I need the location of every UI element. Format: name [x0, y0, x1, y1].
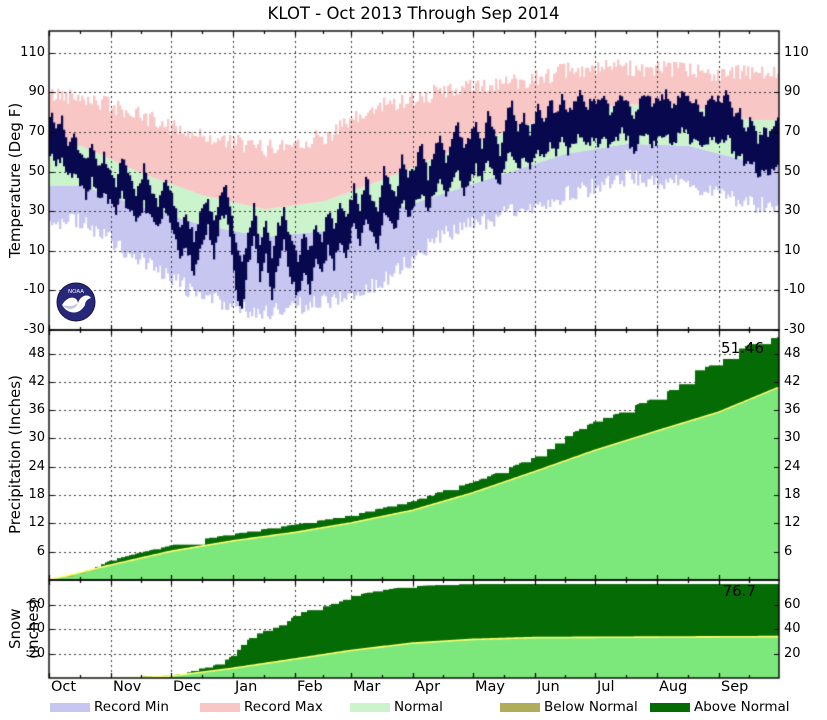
temperature-ytick-right: -30: [784, 322, 806, 337]
x-tick-label-nov: Nov: [113, 679, 142, 695]
legend-swatch: [350, 703, 390, 712]
snow-ytick-left: 20: [28, 646, 45, 661]
precipitation-ytick-left: 18: [28, 487, 45, 502]
precipitation-ytick-left: 24: [28, 459, 45, 474]
precipitation-ytick-right: 6: [784, 544, 793, 559]
x-tick-label-may: May: [475, 679, 505, 695]
precipitation-ytick-right: 24: [784, 459, 801, 474]
legend-label: Below Normal: [544, 699, 638, 715]
x-tick-label-sep: Sep: [721, 679, 749, 695]
legend-swatch: [500, 703, 540, 712]
temperature-ytick-left: 70: [28, 124, 45, 139]
snow-ytick-right: 20: [784, 646, 801, 661]
precipitation-ytick-right: 36: [784, 402, 801, 417]
precipitation-ytick-left: 12: [28, 515, 45, 530]
x-tick-label-aug: Aug: [659, 679, 688, 695]
temperature-ytick-left: 110: [20, 45, 45, 60]
precipitation-ytick-left: 36: [28, 402, 45, 417]
precip-total-annotation: 51.46: [721, 339, 764, 357]
x-tick-label-mar: Mar: [353, 679, 381, 695]
precipitation-ytick-left: 30: [28, 430, 45, 445]
temperature-ytick-left: 30: [28, 203, 45, 218]
chart-title: KLOT - Oct 2013 Through Sep 2014: [267, 4, 560, 23]
snow-ytick-right: 40: [784, 621, 801, 636]
snow-ytick-right: 60: [784, 597, 801, 612]
temperature-ytick-left: -30: [23, 322, 45, 337]
legend: Record Min Record Max Normal Below Normal Ab…: [0, 699, 827, 719]
x-tick-label-feb: Feb: [297, 679, 323, 695]
snow-total-annotation: 76.7: [722, 582, 756, 600]
snow-ytick-left: 60: [28, 597, 45, 612]
legend-swatch: [650, 703, 690, 712]
precipitation-axis-title: Precipitation (Inches): [6, 375, 24, 535]
precipitation-ytick-right: 42: [784, 374, 801, 389]
precipitation-ytick-right: 18: [784, 487, 801, 502]
x-tick-label-apr: Apr: [415, 679, 441, 695]
x-tick-label-jul: Jul: [597, 679, 615, 695]
temperature-ytick-right: -10: [784, 282, 806, 297]
temperature-ytick-right: 30: [784, 203, 801, 218]
precipitation-ytick-left: 6: [36, 544, 45, 559]
legend-swatch: [50, 703, 90, 712]
legend-label: Normal: [394, 699, 443, 715]
precipitation-ytick-left: 42: [28, 374, 45, 389]
precipitation-ytick-right: 48: [784, 346, 801, 361]
precipitation-ytick-left: 48: [28, 346, 45, 361]
temperature-ytick-right: 70: [784, 124, 801, 139]
legend-label: Record Max: [244, 699, 323, 715]
temperature-ytick-right: 110: [784, 45, 809, 60]
snow-ytick-left: 40: [28, 621, 45, 636]
precipitation-ytick-right: 30: [784, 430, 801, 445]
noaa-logo: NOAA: [56, 282, 96, 322]
x-tick-label-oct: Oct: [51, 679, 77, 695]
temperature-ytick-left: -10: [23, 282, 45, 297]
temperature-ytick-left: 90: [28, 84, 45, 99]
legend-label: Above Normal: [694, 699, 790, 715]
temperature-ytick-right: 90: [784, 84, 801, 99]
x-tick-label-dec: Dec: [173, 679, 202, 695]
legend-label: Record Min: [94, 699, 169, 715]
temperature-ytick-left: 10: [28, 243, 45, 258]
temperature-ytick-right: 10: [784, 243, 801, 258]
legend-swatch: [200, 703, 240, 712]
x-tick-label-jun: Jun: [537, 679, 560, 695]
temperature-ytick-right: 50: [784, 164, 801, 179]
x-tick-label-jan: Jan: [235, 679, 258, 695]
temperature-ytick-left: 50: [28, 164, 45, 179]
noaa-logo-text: NOAA: [68, 289, 84, 295]
precipitation-ytick-right: 12: [784, 515, 801, 530]
